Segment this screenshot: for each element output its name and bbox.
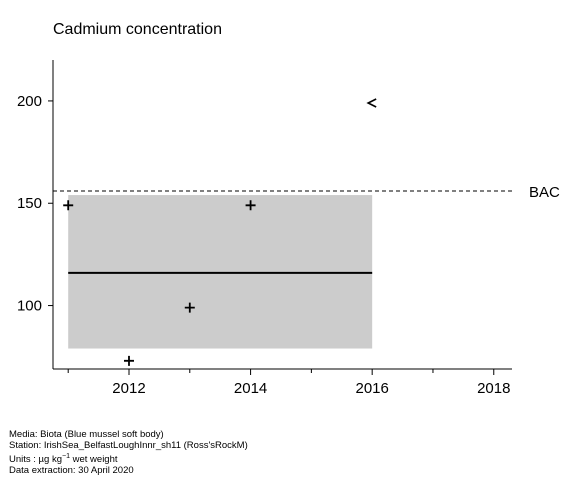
y-tick-label: 200 [17, 93, 42, 110]
data-point-less-than [366, 98, 377, 108]
x-tick-label: 2018 [477, 380, 510, 397]
x-tick-label: 2014 [234, 380, 267, 397]
data-point [245, 200, 256, 211]
confidence-band [68, 195, 373, 349]
data-point [63, 200, 74, 211]
media-text: Media: Biota (Blue mussel soft body) [9, 429, 164, 440]
station-text: Station: IrishSea_BelfastLoughInnr_sh11 … [9, 440, 248, 451]
x-tick-label: 2012 [112, 380, 145, 397]
x-tick-label: 2016 [355, 380, 388, 397]
extraction-text: Data extraction: 30 April 2020 [9, 465, 134, 477]
bac-label: BAC [529, 184, 560, 201]
units-suffix: wet weight [69, 454, 118, 466]
metadata-footer: Media: Biota (Blue mussel soft body) Sta… [9, 429, 248, 476]
data-point [123, 355, 134, 366]
chart-title: Cadmium concentration [53, 21, 222, 38]
y-tick-label: 150 [17, 195, 42, 212]
units-text: Units : µg kg−1 wet weight [9, 451, 248, 465]
y-tick-label: 100 [17, 298, 42, 315]
units-prefix: Units : µg kg [9, 454, 62, 466]
data-point [184, 302, 195, 313]
units-exponent: −1 [62, 453, 70, 460]
